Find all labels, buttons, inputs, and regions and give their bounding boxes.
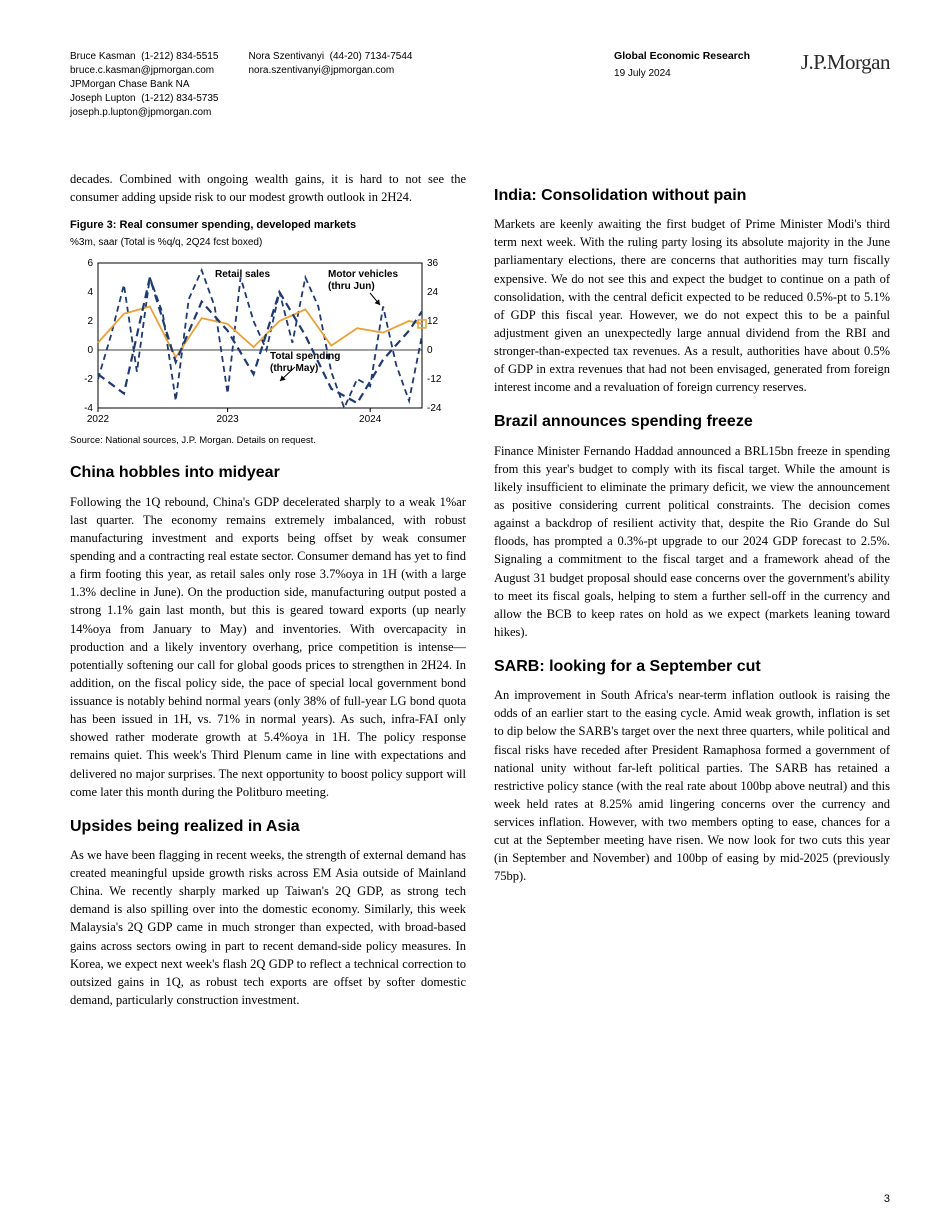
author-email-3: nora.szentivanyi@jpmorgan.com [248,64,412,78]
paragraph-india: Markets are keenly awaiting the first bu… [494,215,890,396]
author-email-2: joseph.p.lupton@jpmorgan.com [70,106,218,120]
paragraph-china: Following the 1Q rebound, China's GDP de… [70,493,466,801]
department-name: Global Economic Research [614,50,750,62]
paragraph-sarb: An improvement in South Africa's near-te… [494,686,890,885]
author-email-1: bruce.c.kasman@jpmorgan.com [70,64,218,78]
author-name-2: Joseph Lupton [70,93,136,104]
svg-text:Total spending: Total spending [270,351,340,362]
page-number: 3 [884,1193,890,1205]
figure-title: Figure 3: Real consumer spending, develo… [70,218,466,234]
svg-text:-24: -24 [427,403,442,414]
svg-text:12: 12 [427,316,439,327]
figure-subtitle: %3m, saar (Total is %q/q, 2Q24 fcst boxe… [70,236,466,251]
left-column: decades. Combined with ongoing wealth ga… [70,170,466,1021]
svg-text:Motor vehicles: Motor vehicles [328,269,398,280]
svg-text:Retail sales: Retail sales [215,269,270,280]
svg-text:-12: -12 [427,374,442,385]
right-column: India: Consolidation without pain Market… [494,170,890,1021]
header-meta: Global Economic Research 19 July 2024 [614,50,750,120]
svg-text:2: 2 [87,316,93,327]
author-phone-2: (1-212) 834-5735 [141,93,218,104]
heading-asia: Upsides being realized in Asia [70,815,466,838]
author-phone-1: (1-212) 834-5515 [141,51,218,62]
svg-text:4: 4 [87,287,93,298]
jpmorgan-logo: J.P.Morgan [801,50,890,75]
svg-text:-2: -2 [84,374,93,385]
svg-text:0: 0 [87,345,93,356]
page-header: Bruce Kasman (1-212) 834-5515 bruce.c.ka… [70,50,890,120]
author-name-1: Bruce Kasman [70,51,136,62]
paragraph-asia: As we have been flagging in recent weeks… [70,846,466,1009]
svg-text:2024: 2024 [359,414,382,425]
heading-sarb: SARB: looking for a September cut [494,655,890,678]
author-org-1: JPMorgan Chase Bank NA [70,78,218,92]
svg-text:-4: -4 [84,403,93,414]
svg-text:0: 0 [427,345,433,356]
author-phone-3: (44-20) 7134-7544 [330,51,413,62]
heading-brazil: Brazil announces spending freeze [494,410,890,433]
heading-china: China hobbles into midyear [70,461,466,484]
figure-source: Source: National sources, J.P. Morgan. D… [70,434,466,448]
svg-text:2023: 2023 [216,414,239,425]
svg-text:(thru Jun): (thru Jun) [328,281,375,292]
svg-text:(thru May): (thru May) [270,363,318,374]
content-columns: decades. Combined with ongoing wealth ga… [70,170,890,1021]
svg-text:24: 24 [427,287,439,298]
author-name-3: Nora Szentivanyi [248,51,324,62]
author-block-2: Nora Szentivanyi (44-20) 7134-7544 nora.… [248,50,412,120]
paragraph-brazil: Finance Minister Fernando Haddad announc… [494,442,890,641]
svg-text:36: 36 [427,258,439,269]
svg-text:6: 6 [87,258,93,269]
intro-paragraph: decades. Combined with ongoing wealth ga… [70,170,466,206]
heading-india: India: Consolidation without pain [494,184,890,207]
publication-date: 19 July 2024 [614,68,750,79]
svg-text:2022: 2022 [87,414,110,425]
author-block-1: Bruce Kasman (1-212) 834-5515 bruce.c.ka… [70,50,218,120]
author-list: Bruce Kasman (1-212) 834-5515 bruce.c.ka… [70,50,412,120]
figure-3: Figure 3: Real consumer spending, develo… [70,218,466,447]
chart-canvas: -4-20246-24-120122436202220232024Retail … [70,255,450,430]
